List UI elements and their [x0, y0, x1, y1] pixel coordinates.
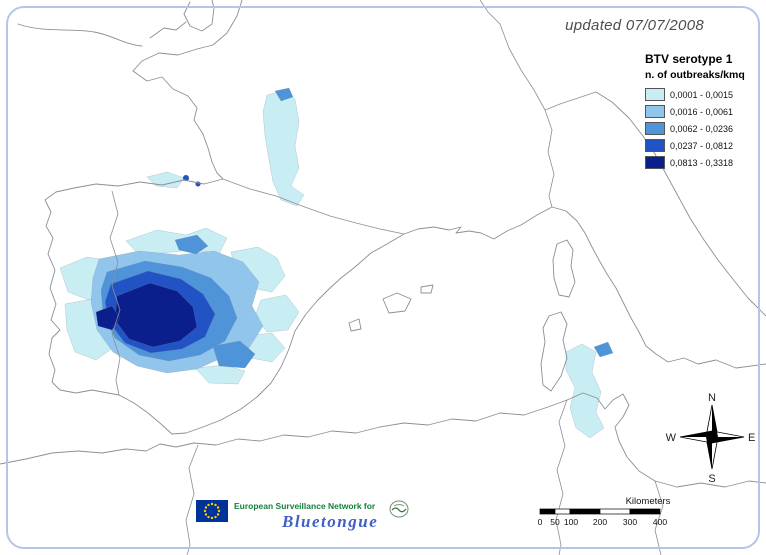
island-mallorca	[382, 292, 412, 314]
compass-rose: N S W E	[666, 392, 756, 485]
outbreak-region-north-coast	[146, 171, 185, 189]
scale-segment-1	[539, 508, 556, 515]
coastline-england	[17, 21, 187, 47]
scale-segment-5	[629, 508, 661, 515]
outbreak-region-basque-tip	[274, 87, 294, 102]
outbreak-region-malaga-spot	[212, 340, 256, 369]
outbreak-region-south-coast	[194, 364, 246, 385]
scale-tick-100: 100	[564, 517, 578, 527]
izs-logo-icon	[389, 500, 409, 518]
coastline-adriatic	[595, 91, 766, 317]
scale-tick-400: 400	[653, 517, 667, 527]
island-sardinia	[540, 311, 568, 392]
scale-tick-0: 0	[538, 517, 543, 527]
border-algeria-tunisia	[555, 399, 568, 555]
compass-star-fill-n	[712, 405, 718, 437]
legend: BTV serotype 1 n. of outbreaks/kmq 0,000…	[645, 52, 763, 173]
compass-star-fill-e	[712, 437, 744, 443]
outbreak-region-core-west-lobe	[95, 305, 121, 331]
scale-bar: Kilometers 0 50 100 200 300 400	[538, 496, 671, 527]
legend-swatch-class2	[645, 105, 665, 118]
legend-item: 0,0813 - 0,3318	[645, 156, 763, 169]
scale-tick-300: 300	[623, 517, 637, 527]
legend-item: 0,0016 - 0,0061	[645, 105, 763, 118]
legend-item: 0,0001 - 0,0015	[645, 88, 763, 101]
legend-item: 0,0062 - 0,0236	[645, 122, 763, 135]
scale-tick-50: 50	[550, 517, 560, 527]
legend-swatch-class3	[645, 122, 665, 135]
scale-segment-4	[599, 508, 631, 515]
scale-segment-2	[554, 508, 571, 515]
coastline-north-africa	[0, 392, 766, 488]
scale-tick-200: 200	[593, 517, 607, 527]
island-menorca	[420, 284, 434, 294]
legend-subtitle: n. of outbreaks/kmq	[645, 69, 745, 81]
border-pyrenees	[222, 178, 405, 235]
island-corsica	[552, 239, 576, 298]
border-spain-portugal	[109, 190, 121, 396]
legend-label-class4: 0,0237 - 0,0812	[670, 140, 734, 151]
scale-unit-label: Kilometers	[626, 496, 671, 507]
coastline-france-italy-tyrrhenian	[403, 206, 766, 369]
legend-swatch-class1	[645, 88, 665, 101]
scale-segment-3	[569, 508, 601, 515]
outbreak-region-tunis-spot	[593, 341, 614, 358]
coastline-cotentin	[183, 0, 215, 32]
coastline-france-atlantic	[132, 0, 243, 180]
compass-west-label: W	[666, 432, 677, 444]
outbreak-region-north-spot	[174, 234, 209, 255]
compass-star-fill-w	[680, 431, 712, 437]
legend-label-class5: 0,0813 - 0,3318	[670, 157, 734, 168]
border-france-italy	[544, 109, 555, 208]
outbreak-region-basque-strip	[262, 90, 305, 207]
legend-swatch-class4	[645, 139, 665, 152]
border-alps	[479, 0, 597, 111]
network-name: European Surveillance Network for	[234, 501, 376, 511]
bluetongue-brand: Bluetongue	[282, 512, 379, 531]
legend-label-class3: 0,0062 - 0,0236	[670, 123, 734, 134]
compass-east-label: E	[748, 432, 755, 444]
footer-logo-block: European Surveillance Network for Blueto…	[196, 497, 426, 537]
border-tunisia-libya	[654, 480, 664, 555]
eu-flag-icon	[196, 500, 228, 522]
legend-label-class1: 0,0001 - 0,0015	[670, 89, 734, 100]
island-ibiza	[348, 318, 362, 332]
compass-north-label: N	[708, 392, 716, 404]
outbreak-dot-north-1	[182, 174, 190, 182]
compass-star-fill-s	[706, 437, 712, 469]
legend-title: BTV serotype 1	[645, 52, 733, 66]
legend-swatch-class5	[645, 156, 665, 169]
updated-date-label: updated 07/07/2008	[565, 17, 704, 34]
outbreak-regions	[59, 87, 614, 439]
border-morocco-algeria	[185, 444, 199, 555]
legend-label-class2: 0,0016 - 0,0061	[670, 106, 734, 117]
outbreak-region-tunisia	[565, 343, 605, 439]
compass-south-label: S	[708, 473, 715, 485]
coastline-iberia	[44, 178, 405, 435]
outbreak-region-core	[114, 282, 198, 348]
legend-item: 0,0237 - 0,0812	[645, 139, 763, 152]
